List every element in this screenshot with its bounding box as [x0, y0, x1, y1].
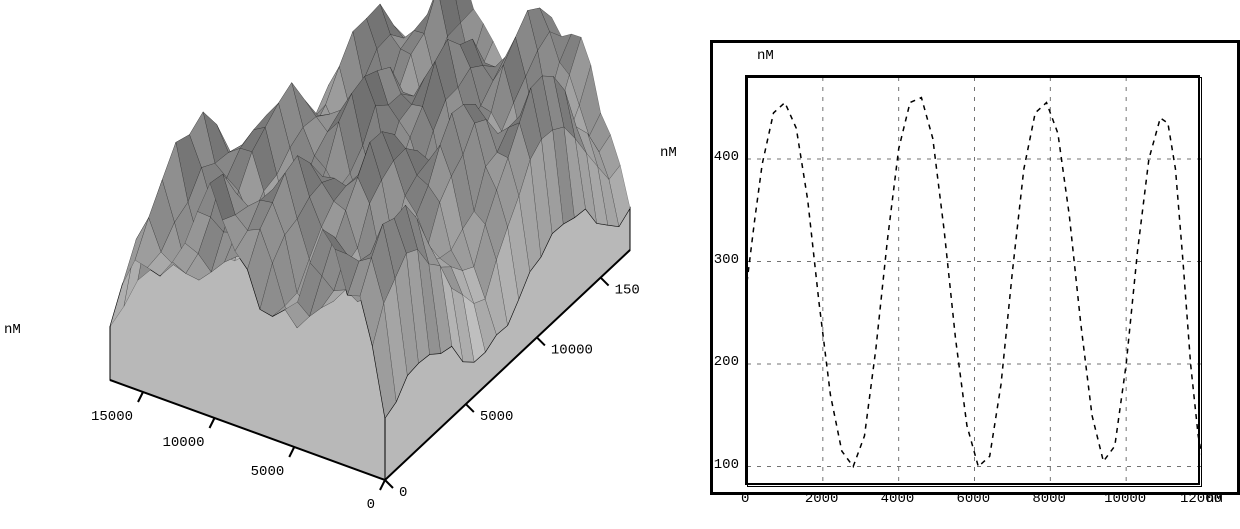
profile-plot-area — [745, 75, 1200, 485]
svg-text:0: 0 — [367, 497, 375, 513]
profile-x-tick: 8000 — [1032, 491, 1066, 507]
svg-text:5000: 5000 — [251, 464, 285, 480]
svg-text:15000: 15000 — [91, 409, 133, 425]
svg-text:10000: 10000 — [162, 435, 204, 451]
svg-text:10000: 10000 — [551, 342, 593, 358]
svg-text:15000: 15000 — [615, 283, 640, 299]
profile-outer-unit: nM — [757, 48, 774, 64]
profile-x-tick: 2000 — [805, 491, 839, 507]
surface-3d-plot: 0 5000 10000 15000 0 5000 10000 15000 — [0, 0, 640, 529]
profile-y-unit: nM — [660, 145, 677, 161]
z-axis-unit: nM — [4, 322, 21, 338]
profile-y-tick: 200 — [714, 354, 739, 370]
profile-x-tick: 4000 — [881, 491, 915, 507]
profile-y-tick: 300 — [714, 252, 739, 268]
profile-line-chart — [747, 77, 1202, 487]
svg-text:5000: 5000 — [480, 409, 514, 425]
svg-text:0: 0 — [399, 485, 407, 501]
surface-3d-panel: 0 5000 10000 15000 0 5000 10000 15000 nM — [0, 0, 640, 529]
profile-x-tick: 10000 — [1104, 491, 1146, 507]
profile-x-tick: 0 — [741, 491, 749, 507]
profile-y-tick: 100 — [714, 457, 739, 473]
profile-y-tick: 400 — [714, 149, 739, 165]
profile-x-tick: 12000 — [1180, 491, 1222, 507]
profile-x-tick: 6000 — [957, 491, 991, 507]
profile-2d-panel: nM nM nM 1002003004000200040006000800010… — [650, 15, 1240, 525]
